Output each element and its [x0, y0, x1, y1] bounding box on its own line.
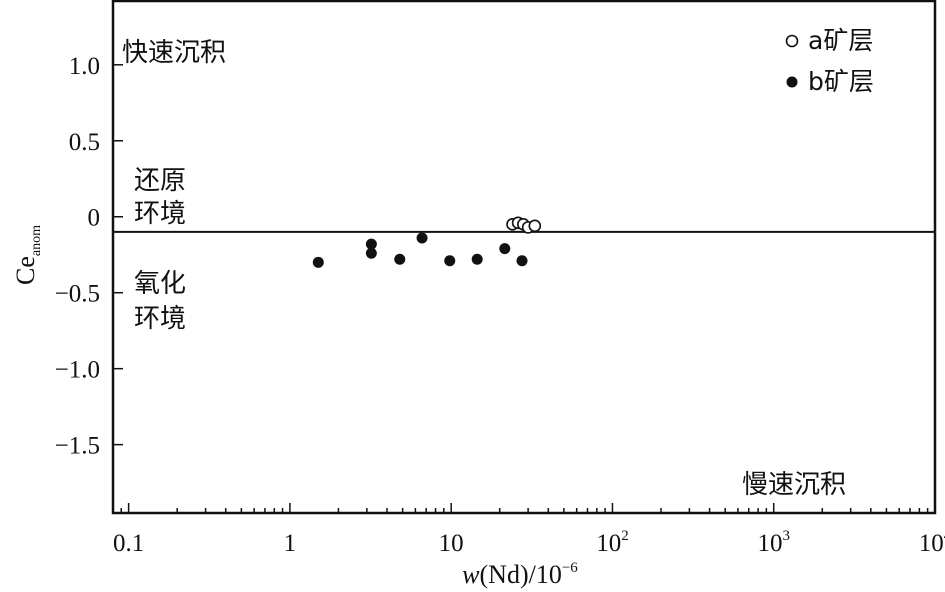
- y-tick-label: 0: [88, 205, 101, 232]
- y-tick-label: 1.0: [69, 53, 100, 80]
- y-tick-label: −0.5: [55, 281, 100, 308]
- x-tick-label-base: 1: [284, 530, 297, 557]
- y-axis-title-sub: anom: [29, 225, 44, 256]
- x-tick-label: 0.1: [113, 530, 144, 557]
- y-tick-label: 0.5: [69, 129, 100, 156]
- x-axis-title-main: (Nd)/10: [480, 560, 562, 589]
- y-axis-title-main: Ce: [11, 256, 40, 285]
- x-tick-label-base: 10: [919, 530, 944, 557]
- point-b: [416, 232, 428, 244]
- plot-frame: [111, 0, 937, 515]
- legend-label-b: b矿层: [808, 67, 874, 96]
- y-axis-title: Ceanom: [11, 225, 44, 285]
- x-tick-label-sup: 3: [782, 528, 790, 544]
- point-b: [516, 255, 528, 267]
- x-tick-label: 1: [284, 530, 297, 557]
- legend-marker-a: [785, 34, 799, 48]
- y-tick-label: −1.5: [55, 433, 100, 460]
- x-tick-label-sup: 4: [944, 528, 945, 544]
- x-axis-ticks: 0.1110102103104: [112, 503, 945, 557]
- y-tick-label: −1.0: [55, 357, 100, 384]
- x-tick-label: 10: [439, 530, 464, 557]
- x-tick-label-sup: 2: [621, 528, 629, 544]
- annotation-oxidizing-line2: 环境: [134, 304, 186, 334]
- annotation-slow-deposition: 慢速沉积: [742, 470, 846, 500]
- x-tick-label-base: 10: [596, 530, 621, 557]
- point-b: [312, 256, 324, 268]
- point-a: [528, 219, 542, 233]
- data-points: [312, 216, 542, 268]
- point-b: [444, 255, 456, 267]
- annotation-reducing-line2: 环境: [134, 199, 186, 229]
- x-tick-label: 103: [757, 528, 790, 557]
- legend: a矿层 b矿层: [785, 26, 874, 96]
- legend-label-a: a矿层: [808, 26, 873, 55]
- y-axis-ticks: 1.0 0.5 0 −0.5 −1.0 −1.5: [55, 53, 123, 460]
- point-b: [394, 253, 406, 265]
- annotation-oxidizing-line1: 氧化: [134, 269, 186, 299]
- x-axis-title-sup: −6: [562, 560, 578, 576]
- legend-marker-b: [786, 76, 798, 88]
- x-tick-label-base: 0.1: [113, 530, 144, 557]
- annotation-fast-deposition: 快速沉积: [122, 38, 226, 68]
- point-b: [471, 253, 483, 265]
- x-tick-label-base: 10: [757, 530, 782, 557]
- x-tick-label: 104: [919, 528, 945, 557]
- x-tick-label: 102: [596, 528, 629, 557]
- x-tick-label-base: 10: [439, 530, 464, 557]
- x-axis-title-italic: w: [462, 560, 480, 589]
- point-b: [365, 247, 377, 259]
- point-b: [365, 238, 377, 250]
- annotation-reducing-line1: 还原: [134, 166, 186, 196]
- x-axis-title: w(Nd)/10−6: [462, 560, 578, 589]
- point-b: [499, 243, 511, 255]
